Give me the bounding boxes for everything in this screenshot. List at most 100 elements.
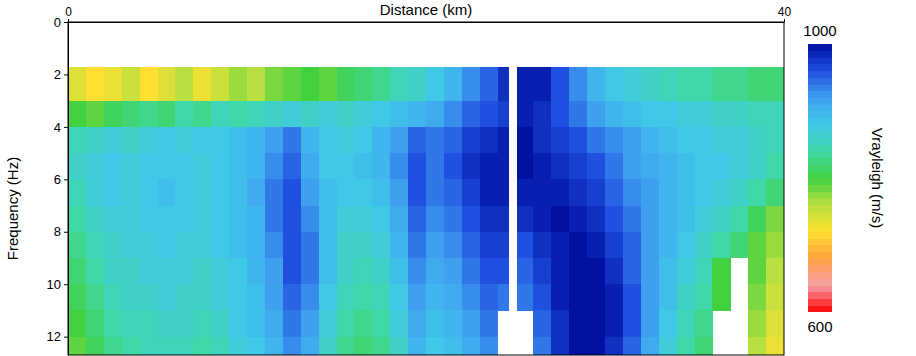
heatmap-cell — [426, 153, 444, 180]
heatmap-cell — [283, 101, 301, 128]
heatmap-cell — [623, 232, 641, 259]
heatmap-cell — [319, 206, 337, 233]
heatmap-cell — [229, 310, 247, 337]
heatmap-cell — [283, 284, 301, 311]
heatmap-cell — [193, 179, 211, 206]
colorbar-swatch — [808, 258, 832, 265]
heatmap-cell — [193, 153, 211, 180]
heatmap-cell — [605, 258, 623, 285]
heatmap-cell — [712, 67, 730, 101]
heatmap-cell — [659, 101, 677, 128]
heatmap-cell — [605, 284, 623, 311]
heatmap-cell — [140, 232, 158, 259]
y-tick-mark — [64, 179, 68, 180]
heatmap-cell — [211, 179, 229, 206]
heatmap-cell — [122, 179, 140, 206]
heatmap-cell — [659, 310, 677, 337]
heatmap-cell — [122, 232, 140, 259]
heatmap-cell — [175, 310, 193, 337]
heatmap-cell — [319, 258, 337, 285]
heatmap-cell — [354, 206, 372, 233]
heatmap-cell — [283, 232, 301, 259]
heatmap-cell — [122, 310, 140, 337]
heatmap-cell — [695, 337, 713, 355]
colorbar-swatch — [808, 51, 832, 58]
heatmap-cell — [175, 153, 193, 180]
colorbar-swatch — [808, 171, 832, 178]
x-tick: 40 — [778, 5, 792, 22]
colorbar-swatch — [808, 279, 832, 286]
heatmap-cell — [766, 284, 784, 311]
heatmap-cell — [551, 127, 569, 154]
heatmap-cell — [517, 284, 534, 311]
heatmap-cell — [140, 67, 158, 101]
colorbar-swatch — [808, 265, 832, 272]
heatmap-cell — [390, 206, 408, 233]
heatmap-cell — [641, 258, 659, 285]
heatmap-cell — [462, 127, 480, 154]
heatmap-cell — [641, 101, 659, 128]
heatmap-cell — [372, 337, 390, 355]
heatmap-cell — [677, 179, 695, 206]
heatmap-cell — [748, 101, 766, 128]
heatmap-cell — [569, 127, 587, 154]
heatmap-cell — [229, 258, 247, 285]
heatmap-cell — [517, 67, 534, 101]
heatmap-cell — [730, 127, 748, 154]
colorbar-swatch — [808, 91, 832, 98]
heatmap-cell — [748, 258, 766, 285]
heatmap-cell — [480, 310, 498, 337]
heatmap-cell — [408, 232, 426, 259]
heatmap-cell — [265, 337, 283, 355]
heatmap-cell — [408, 310, 426, 337]
heatmap-cell — [193, 206, 211, 233]
heatmap-cell — [301, 101, 319, 128]
x-axis-title: Distance (km) — [380, 1, 473, 18]
colorbar-swatch — [808, 78, 832, 85]
colorbar-swatch — [808, 131, 832, 138]
heatmap-cell — [247, 284, 265, 311]
heatmap-cell — [390, 310, 408, 337]
heatmap-cell — [587, 284, 605, 311]
heatmap-cell — [730, 101, 748, 128]
heatmap-cell — [677, 101, 695, 128]
heatmap-cell — [426, 67, 444, 101]
heatmap-cell — [408, 337, 426, 355]
y-tick-mark — [64, 127, 68, 128]
colorbar-swatch — [808, 138, 832, 145]
heatmap-cell — [265, 67, 283, 101]
heatmap-cell — [748, 127, 766, 154]
heatmap-cell — [426, 127, 444, 154]
heatmap-cell — [766, 232, 784, 259]
heatmap-cell — [319, 232, 337, 259]
heatmap-cell — [354, 337, 372, 355]
heatmap-cell — [623, 101, 641, 128]
colorbar-swatch — [808, 111, 832, 118]
heatmap-cell — [337, 337, 355, 355]
heatmap-cell — [86, 232, 104, 259]
heatmap-cell — [140, 127, 158, 154]
heatmap-cell — [533, 127, 551, 154]
heatmap-cell — [517, 258, 534, 285]
heatmap-cell — [730, 206, 748, 233]
heatmap-cell — [444, 232, 462, 259]
heatmap-cell — [587, 127, 605, 154]
heatmap-cell — [390, 127, 408, 154]
heatmap-cell — [265, 153, 283, 180]
heatmap-cell — [766, 337, 784, 355]
heatmap-cell — [158, 258, 176, 285]
colorbar-swatch — [808, 225, 832, 232]
heatmap-cell — [587, 101, 605, 128]
heatmap-cell — [551, 206, 569, 233]
heatmap-cell — [605, 337, 623, 355]
heatmap-cell — [86, 101, 104, 128]
heatmap-cell — [569, 284, 587, 311]
heatmap-cell — [390, 153, 408, 180]
heatmap-cell — [748, 67, 766, 101]
colorbar-swatch — [808, 178, 832, 185]
colorbar-swatch — [808, 44, 832, 51]
heatmap-cell — [229, 337, 247, 355]
heatmap-cell — [766, 153, 784, 180]
heatmap-cell — [677, 284, 695, 311]
heatmap-cell — [86, 127, 104, 154]
